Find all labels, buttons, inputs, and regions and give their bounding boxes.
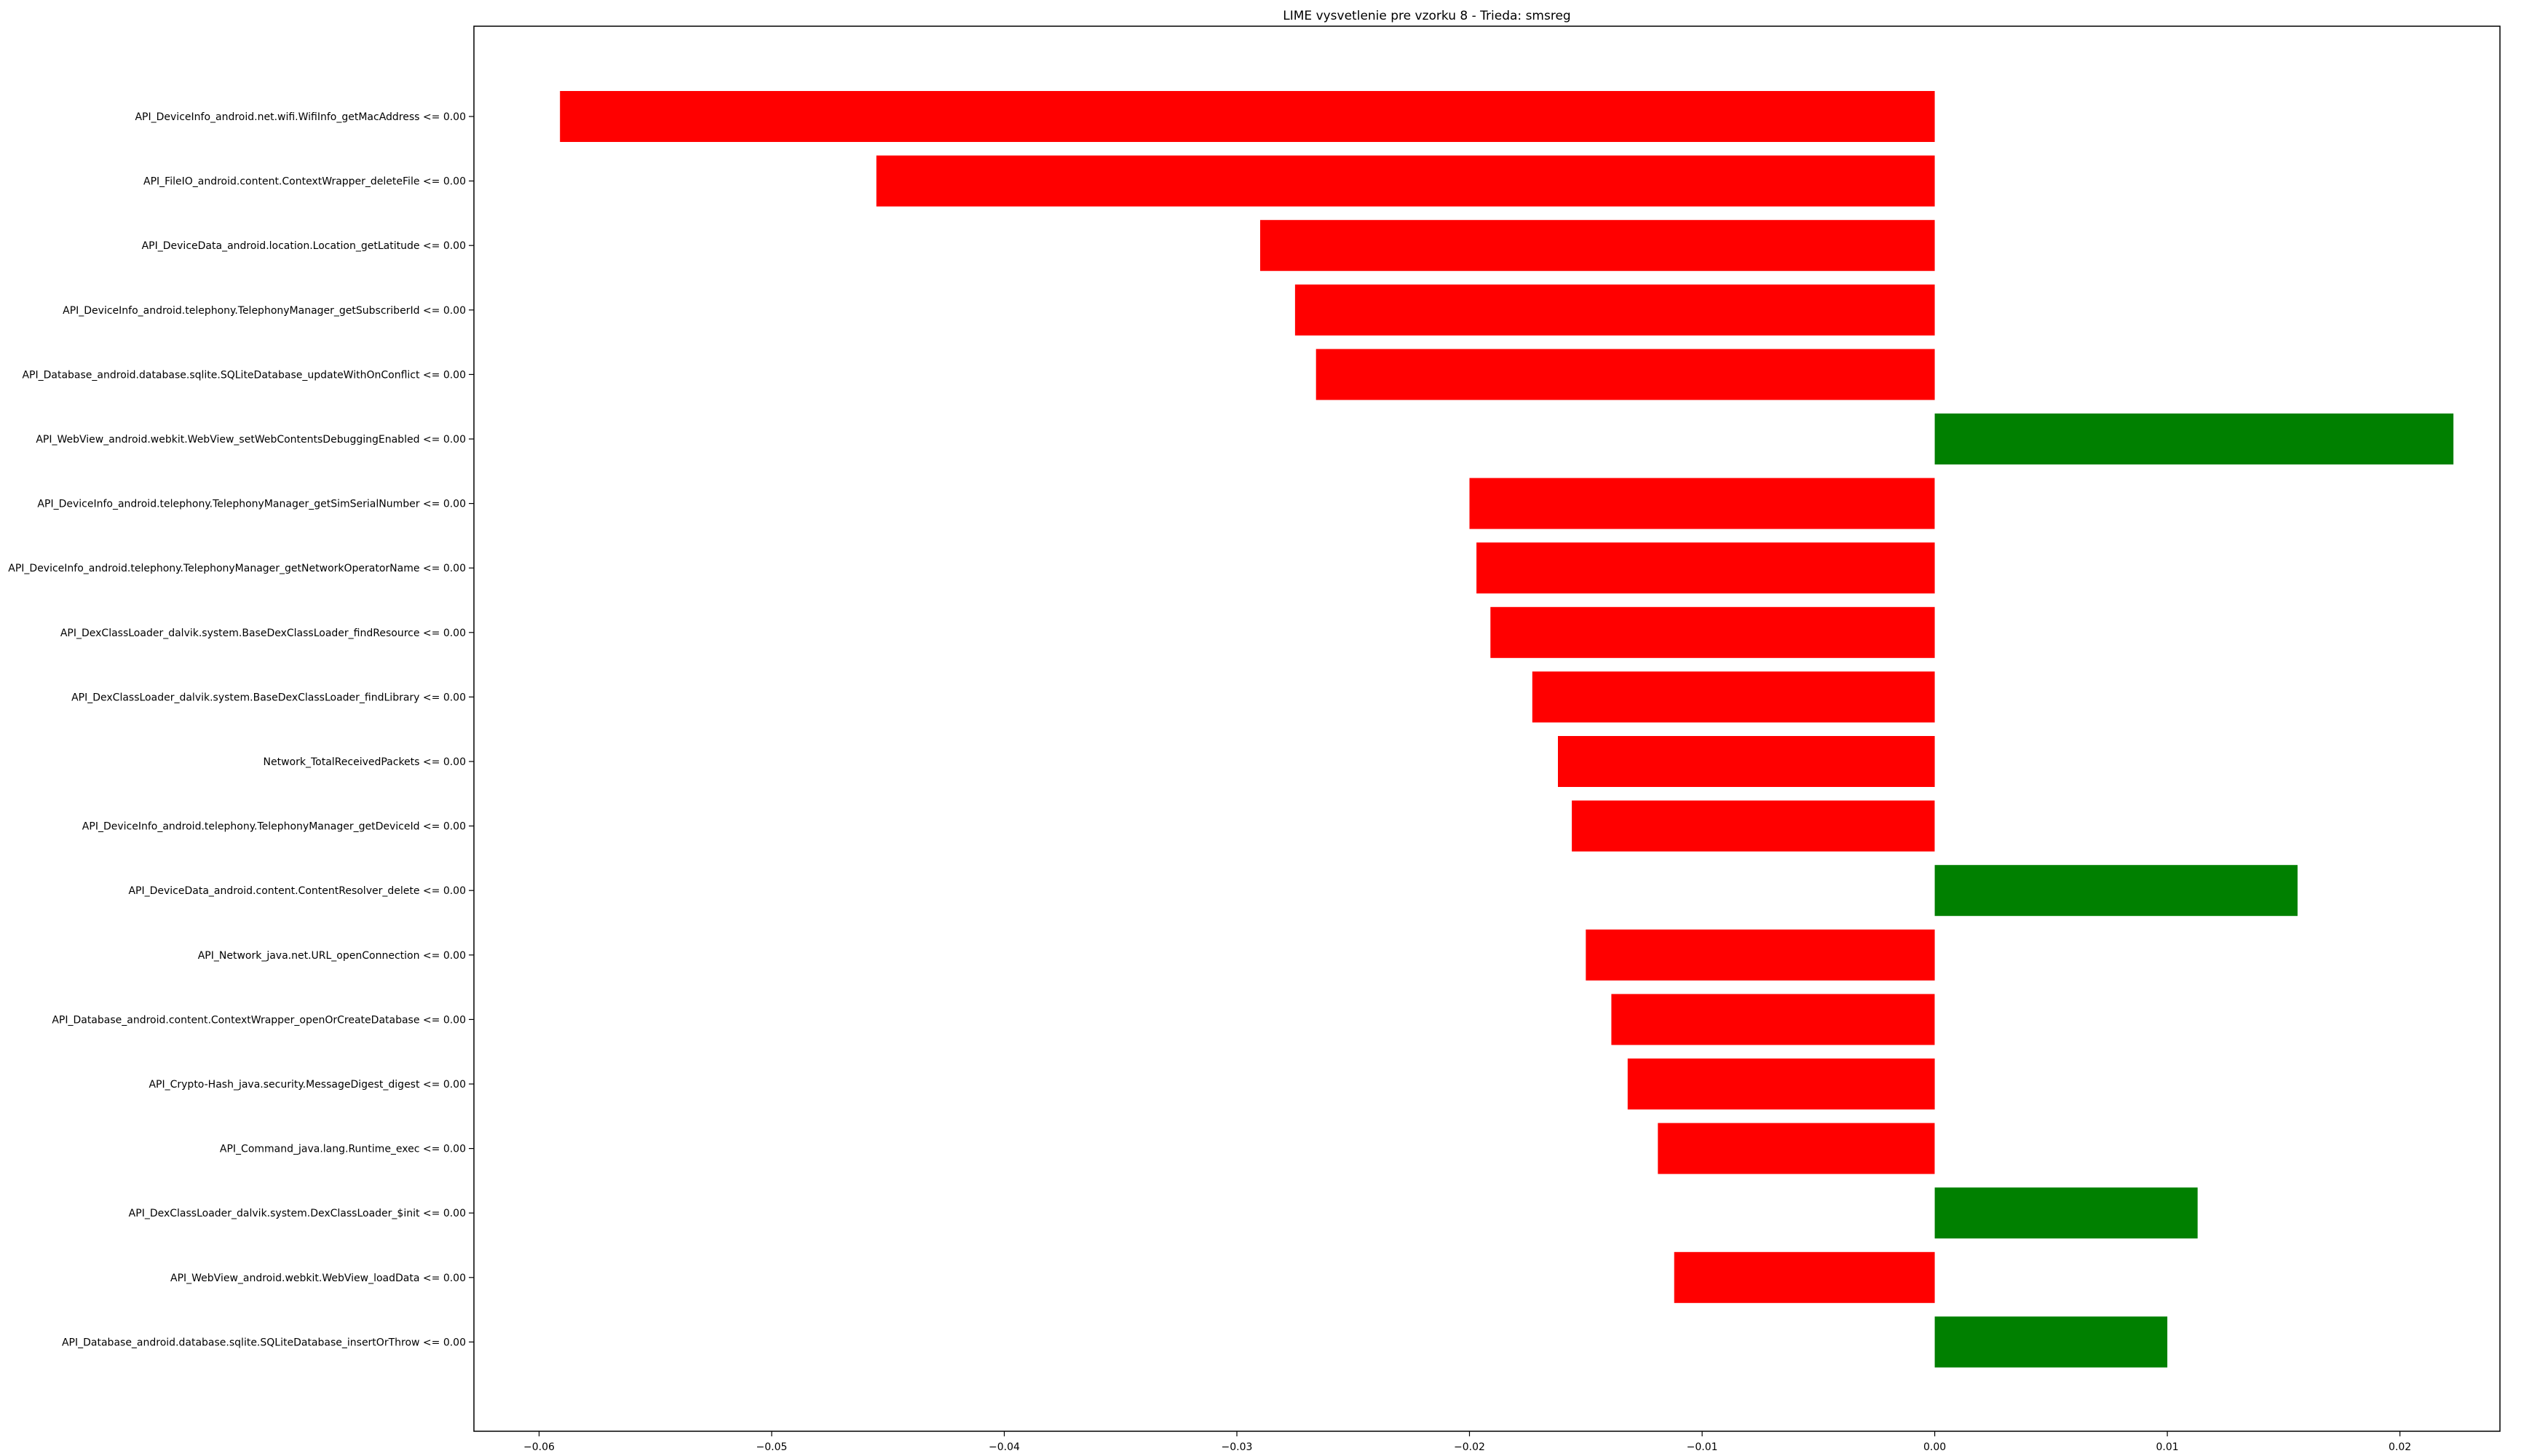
category-label-3: API_DeviceInfo_android.telephony.Telepho…: [63, 305, 466, 317]
category-label-10: Network_TotalReceivedPackets <= 0.00: [264, 756, 466, 768]
category-label-6: API_DeviceInfo_android.telephony.Telepho…: [37, 499, 466, 510]
category-label-7: API_DeviceInfo_android.telephony.Telepho…: [8, 563, 466, 574]
x-tick-label-1: −0.05: [756, 1441, 788, 1453]
bar-13: [1586, 929, 1935, 981]
bar-10: [1558, 736, 1935, 787]
bar-5: [1934, 414, 2454, 464]
category-label-1: API_FileIO_android.content.ContextWrappe…: [143, 176, 466, 188]
x-tick-label-7: 0.01: [2156, 1441, 2179, 1453]
category-label-12: API_DeviceData_android.content.ContentRe…: [128, 885, 466, 897]
category-labels: API_DeviceInfo_android.net.wifi.WifiInfo…: [8, 111, 474, 1348]
category-label-19: API_Database_android.database.sqlite.SQL…: [62, 1337, 466, 1348]
category-label-5: API_WebView_android.webkit.WebView_setWe…: [36, 434, 466, 446]
bar-15: [1627, 1059, 1935, 1109]
bar-19: [1934, 1316, 2168, 1368]
bar-0: [560, 91, 1935, 142]
category-label-8: API_DexClassLoader_dalvik.system.BaseDex…: [60, 628, 466, 639]
category-label-11: API_DeviceInfo_android.telephony.Telepho…: [82, 821, 466, 833]
bar-17: [1934, 1187, 2198, 1239]
category-label-13: API_Network_java.net.URL_openConnection …: [198, 950, 466, 962]
bar-9: [1532, 671, 1935, 723]
bar-14: [1611, 994, 1935, 1045]
x-tick-label-5: −0.01: [1687, 1441, 1718, 1453]
bar-12: [1934, 865, 2298, 917]
category-label-15: API_Crypto-Hash_java.security.MessageDig…: [149, 1079, 466, 1091]
chart-title: LIME vysvetlenie pre vzorku 8 - Trieda: …: [1283, 9, 1570, 23]
x-tick-label-2: −0.04: [989, 1441, 1020, 1453]
x-tick-label-3: −0.03: [1222, 1441, 1253, 1453]
bar-18: [1674, 1251, 1935, 1303]
x-axis-ticks: −0.06 −0.05 −0.04 −0.03 −0.02 −0.01 0.00 0.01 0.…: [523, 1431, 2411, 1453]
category-label-0: API_DeviceInfo_android.net.wifi.WifiInfo…: [135, 111, 466, 123]
bar-16: [1658, 1123, 1935, 1174]
x-tick-label-6: 0.00: [1923, 1441, 1946, 1453]
x-tick-label-4: −0.02: [1454, 1441, 1485, 1453]
bar-8: [1490, 606, 1935, 658]
bar-4: [1315, 349, 1935, 400]
category-label-17: API_DexClassLoader_dalvik.system.DexClas…: [129, 1208, 466, 1219]
bar-7: [1476, 542, 1935, 594]
bar-3: [1294, 284, 1935, 336]
bar-6: [1469, 478, 1935, 529]
bar-2: [1260, 220, 1935, 272]
x-tick-label-8: 0.02: [2389, 1441, 2411, 1453]
bar-11: [1572, 800, 1935, 852]
bar-1: [876, 155, 1935, 207]
category-label-14: API_Database_android.content.ContextWrap…: [52, 1014, 466, 1026]
axes-frame: [473, 25, 2501, 1432]
x-tick-label-0: −0.06: [523, 1441, 555, 1453]
category-label-18: API_WebView_android.webkit.WebView_loadD…: [170, 1273, 466, 1284]
category-label-2: API_DeviceData_android.location.Location…: [142, 240, 466, 252]
category-label-16: API_Command_java.lang.Runtime_exec <= 0.…: [220, 1144, 466, 1155]
category-label-9: API_DexClassLoader_dalvik.system.BaseDex…: [71, 692, 466, 703]
bars-layer: [560, 91, 2454, 1368]
category-label-4: API_Database_android.database.sqlite.SQL…: [22, 369, 466, 381]
